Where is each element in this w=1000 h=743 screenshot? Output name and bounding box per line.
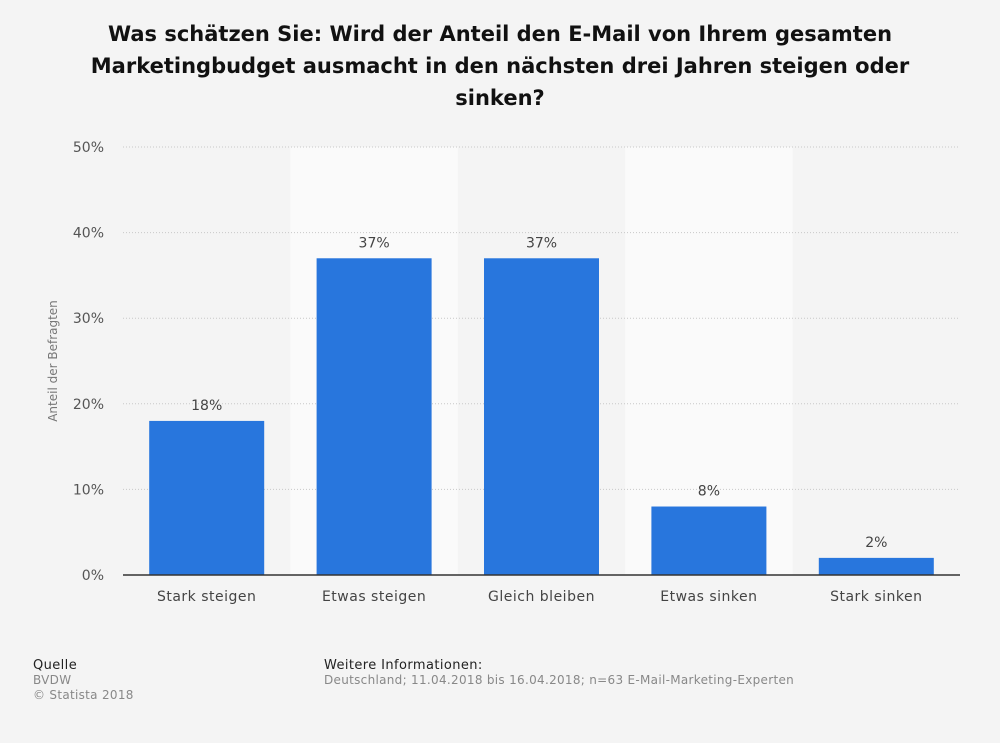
y-tick-label: 30% — [73, 311, 104, 327]
y-tick-label: 20% — [73, 397, 104, 413]
category-label: Etwas sinken — [660, 589, 757, 605]
y-tick-label: 0% — [82, 568, 104, 584]
band-3 — [625, 147, 793, 575]
y-tick-label: 10% — [73, 482, 104, 498]
bars — [149, 258, 934, 575]
y-axis-title: Anteil der Befragten — [46, 300, 60, 422]
copyright-text: © Statista 2018 — [33, 688, 134, 702]
data-label: 37% — [359, 235, 390, 251]
category-labels: Stark steigen Etwas steigen Gleich bleiben… — [157, 589, 922, 605]
y-axis-ticks: 0% 10% 20% 30% 40% 50% — [73, 140, 104, 584]
data-label: 2% — [865, 535, 887, 551]
bar[interactable] — [316, 258, 432, 575]
source-text: BVDW — [33, 673, 72, 687]
bar[interactable] — [484, 258, 599, 575]
source-block: Quelle BVDW © Statista 2018 — [33, 658, 134, 703]
y-tick-label: 50% — [73, 140, 104, 156]
info-heading: Weitere Informationen: — [324, 658, 483, 673]
y-tick-label: 40% — [73, 226, 104, 242]
bar[interactable] — [818, 557, 934, 575]
source-heading: Quelle — [33, 658, 78, 673]
data-labels: 18% 37% 37% 8% 2% — [191, 235, 887, 551]
data-label: 8% — [698, 484, 720, 500]
data-label: 37% — [526, 235, 557, 251]
bar[interactable] — [651, 506, 767, 575]
bar[interactable] — [149, 420, 265, 575]
category-label: Etwas steigen — [322, 589, 426, 605]
category-label: Stark sinken — [830, 589, 922, 605]
category-label: Gleich bleiben — [488, 589, 595, 605]
data-label: 18% — [191, 398, 222, 414]
info-block: Weitere Informationen: Deutschland; 11.0… — [324, 658, 794, 688]
info-text: Deutschland; 11.04.2018 bis 16.04.2018; … — [324, 673, 795, 687]
category-label: Stark steigen — [157, 589, 256, 605]
chart-title: Was schätzen Sie: Wird der Anteil den E-… — [90, 22, 910, 110]
